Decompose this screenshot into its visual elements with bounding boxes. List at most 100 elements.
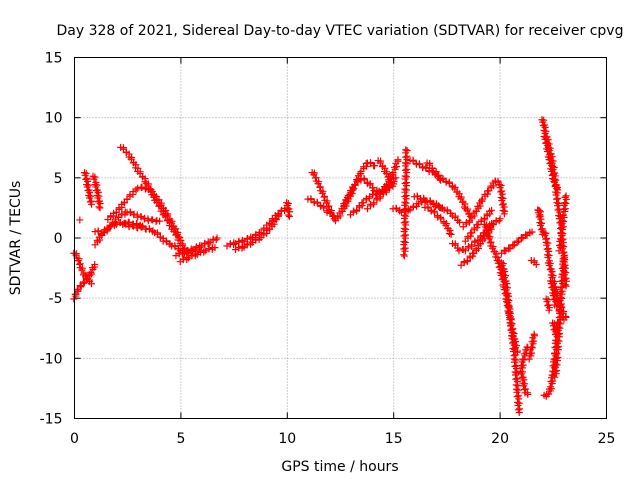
data-point-interp <box>552 298 560 306</box>
data-point-interp <box>212 236 220 244</box>
data-point-interp <box>401 247 409 255</box>
data-point-interp <box>132 186 140 194</box>
data-point <box>456 218 464 226</box>
data-point-interp <box>553 202 561 210</box>
data-point <box>144 217 152 225</box>
data-point-interp <box>561 193 569 201</box>
x-tick-label: 0 <box>70 431 79 447</box>
data-point <box>545 306 553 314</box>
data-point <box>211 244 219 252</box>
y-tick-label: 15 <box>45 51 63 67</box>
data-point-interp <box>541 123 549 131</box>
data-point <box>488 206 496 214</box>
data-point <box>134 184 142 192</box>
data-point-interp <box>230 239 238 247</box>
data-point <box>551 330 559 338</box>
data-point-interp <box>494 253 502 261</box>
data-point-interp <box>548 268 556 276</box>
data-point <box>91 260 99 268</box>
data-point-interp <box>511 351 519 359</box>
x-axis-label: GPS time / hours <box>281 459 398 475</box>
data-point-interp <box>179 248 187 256</box>
data-point <box>437 204 445 212</box>
y-tick-label: 5 <box>54 171 63 187</box>
data-point-interp <box>141 178 149 186</box>
y-tick-label: 10 <box>45 111 63 127</box>
data-point <box>524 390 532 398</box>
data-point <box>156 217 164 225</box>
y-axis-label: SDTVAR / TECUs <box>8 181 24 296</box>
data-point <box>528 228 536 236</box>
data-point <box>447 230 455 238</box>
data-point <box>392 174 400 182</box>
data-point-interp <box>205 245 213 253</box>
plot-frame <box>74 57 607 419</box>
data-point <box>554 186 562 194</box>
data-points <box>70 116 570 416</box>
data-point-interp <box>549 171 557 179</box>
data-point-interp <box>559 257 567 265</box>
data-point <box>125 223 133 231</box>
data-point-interp <box>386 178 394 186</box>
data-point <box>275 211 283 219</box>
data-point-interp <box>87 270 95 278</box>
x-tick-label: 15 <box>385 431 403 447</box>
data-point <box>525 355 533 363</box>
data-point-interp <box>238 242 246 250</box>
data-point-interp <box>554 353 562 361</box>
data-point-interp <box>320 193 328 201</box>
data-point <box>488 220 496 228</box>
data-point <box>562 192 570 200</box>
data-point-interp <box>238 236 246 244</box>
data-point-interp <box>94 194 102 202</box>
data-point-interp <box>130 210 138 218</box>
x-tick-label: 5 <box>176 431 185 447</box>
data-point-interp <box>537 215 545 223</box>
data-point <box>88 200 96 208</box>
data-point-interp <box>76 260 84 268</box>
data-point <box>500 210 508 218</box>
data-point <box>394 156 402 164</box>
data-point-interp <box>554 194 562 202</box>
data-point <box>213 234 221 242</box>
data-point-interp <box>400 251 408 259</box>
data-point <box>496 215 504 223</box>
data-point <box>560 252 568 260</box>
data-point-interp <box>520 376 528 384</box>
data-point-interp <box>528 344 536 352</box>
data-point <box>134 224 142 232</box>
data-point-interp <box>428 164 436 172</box>
data-point-interp <box>518 358 526 366</box>
data-point-interp <box>393 163 401 171</box>
data-point <box>530 330 538 338</box>
data-point-interp <box>498 197 506 205</box>
data-point <box>388 179 396 187</box>
y-tick-label: 0 <box>54 231 63 247</box>
data-point-interp <box>477 197 485 205</box>
data-point-interp <box>498 190 506 198</box>
data-point-interp <box>530 337 538 345</box>
data-point-interp <box>499 206 507 214</box>
x-tick-label: 10 <box>278 431 296 447</box>
data-point-interp <box>498 187 506 195</box>
data-point-interp <box>141 214 149 222</box>
data-point <box>400 252 408 260</box>
y-tick-label: -10 <box>40 351 63 367</box>
axis-ticks: 0 5 10 15 20 25 -15 -10 -5 0 5 10 15 <box>40 51 616 448</box>
data-point-interp <box>507 315 515 323</box>
data-point-interp <box>95 203 103 211</box>
data-point-interp <box>528 349 536 357</box>
data-point <box>96 204 104 212</box>
y-tick-label: -15 <box>40 412 63 428</box>
data-point-interp <box>86 272 94 280</box>
data-point-interp <box>446 229 454 237</box>
data-point-interp <box>548 162 556 170</box>
x-tick-label: 20 <box>491 431 509 447</box>
data-point-interp <box>485 229 493 237</box>
data-point <box>177 236 185 244</box>
chart-title: Day 328 of 2021, Sidereal Day-to-day VTE… <box>57 23 624 39</box>
data-point-interp <box>497 194 505 202</box>
data-point-interp <box>544 141 552 149</box>
data-point-interp <box>129 222 137 230</box>
